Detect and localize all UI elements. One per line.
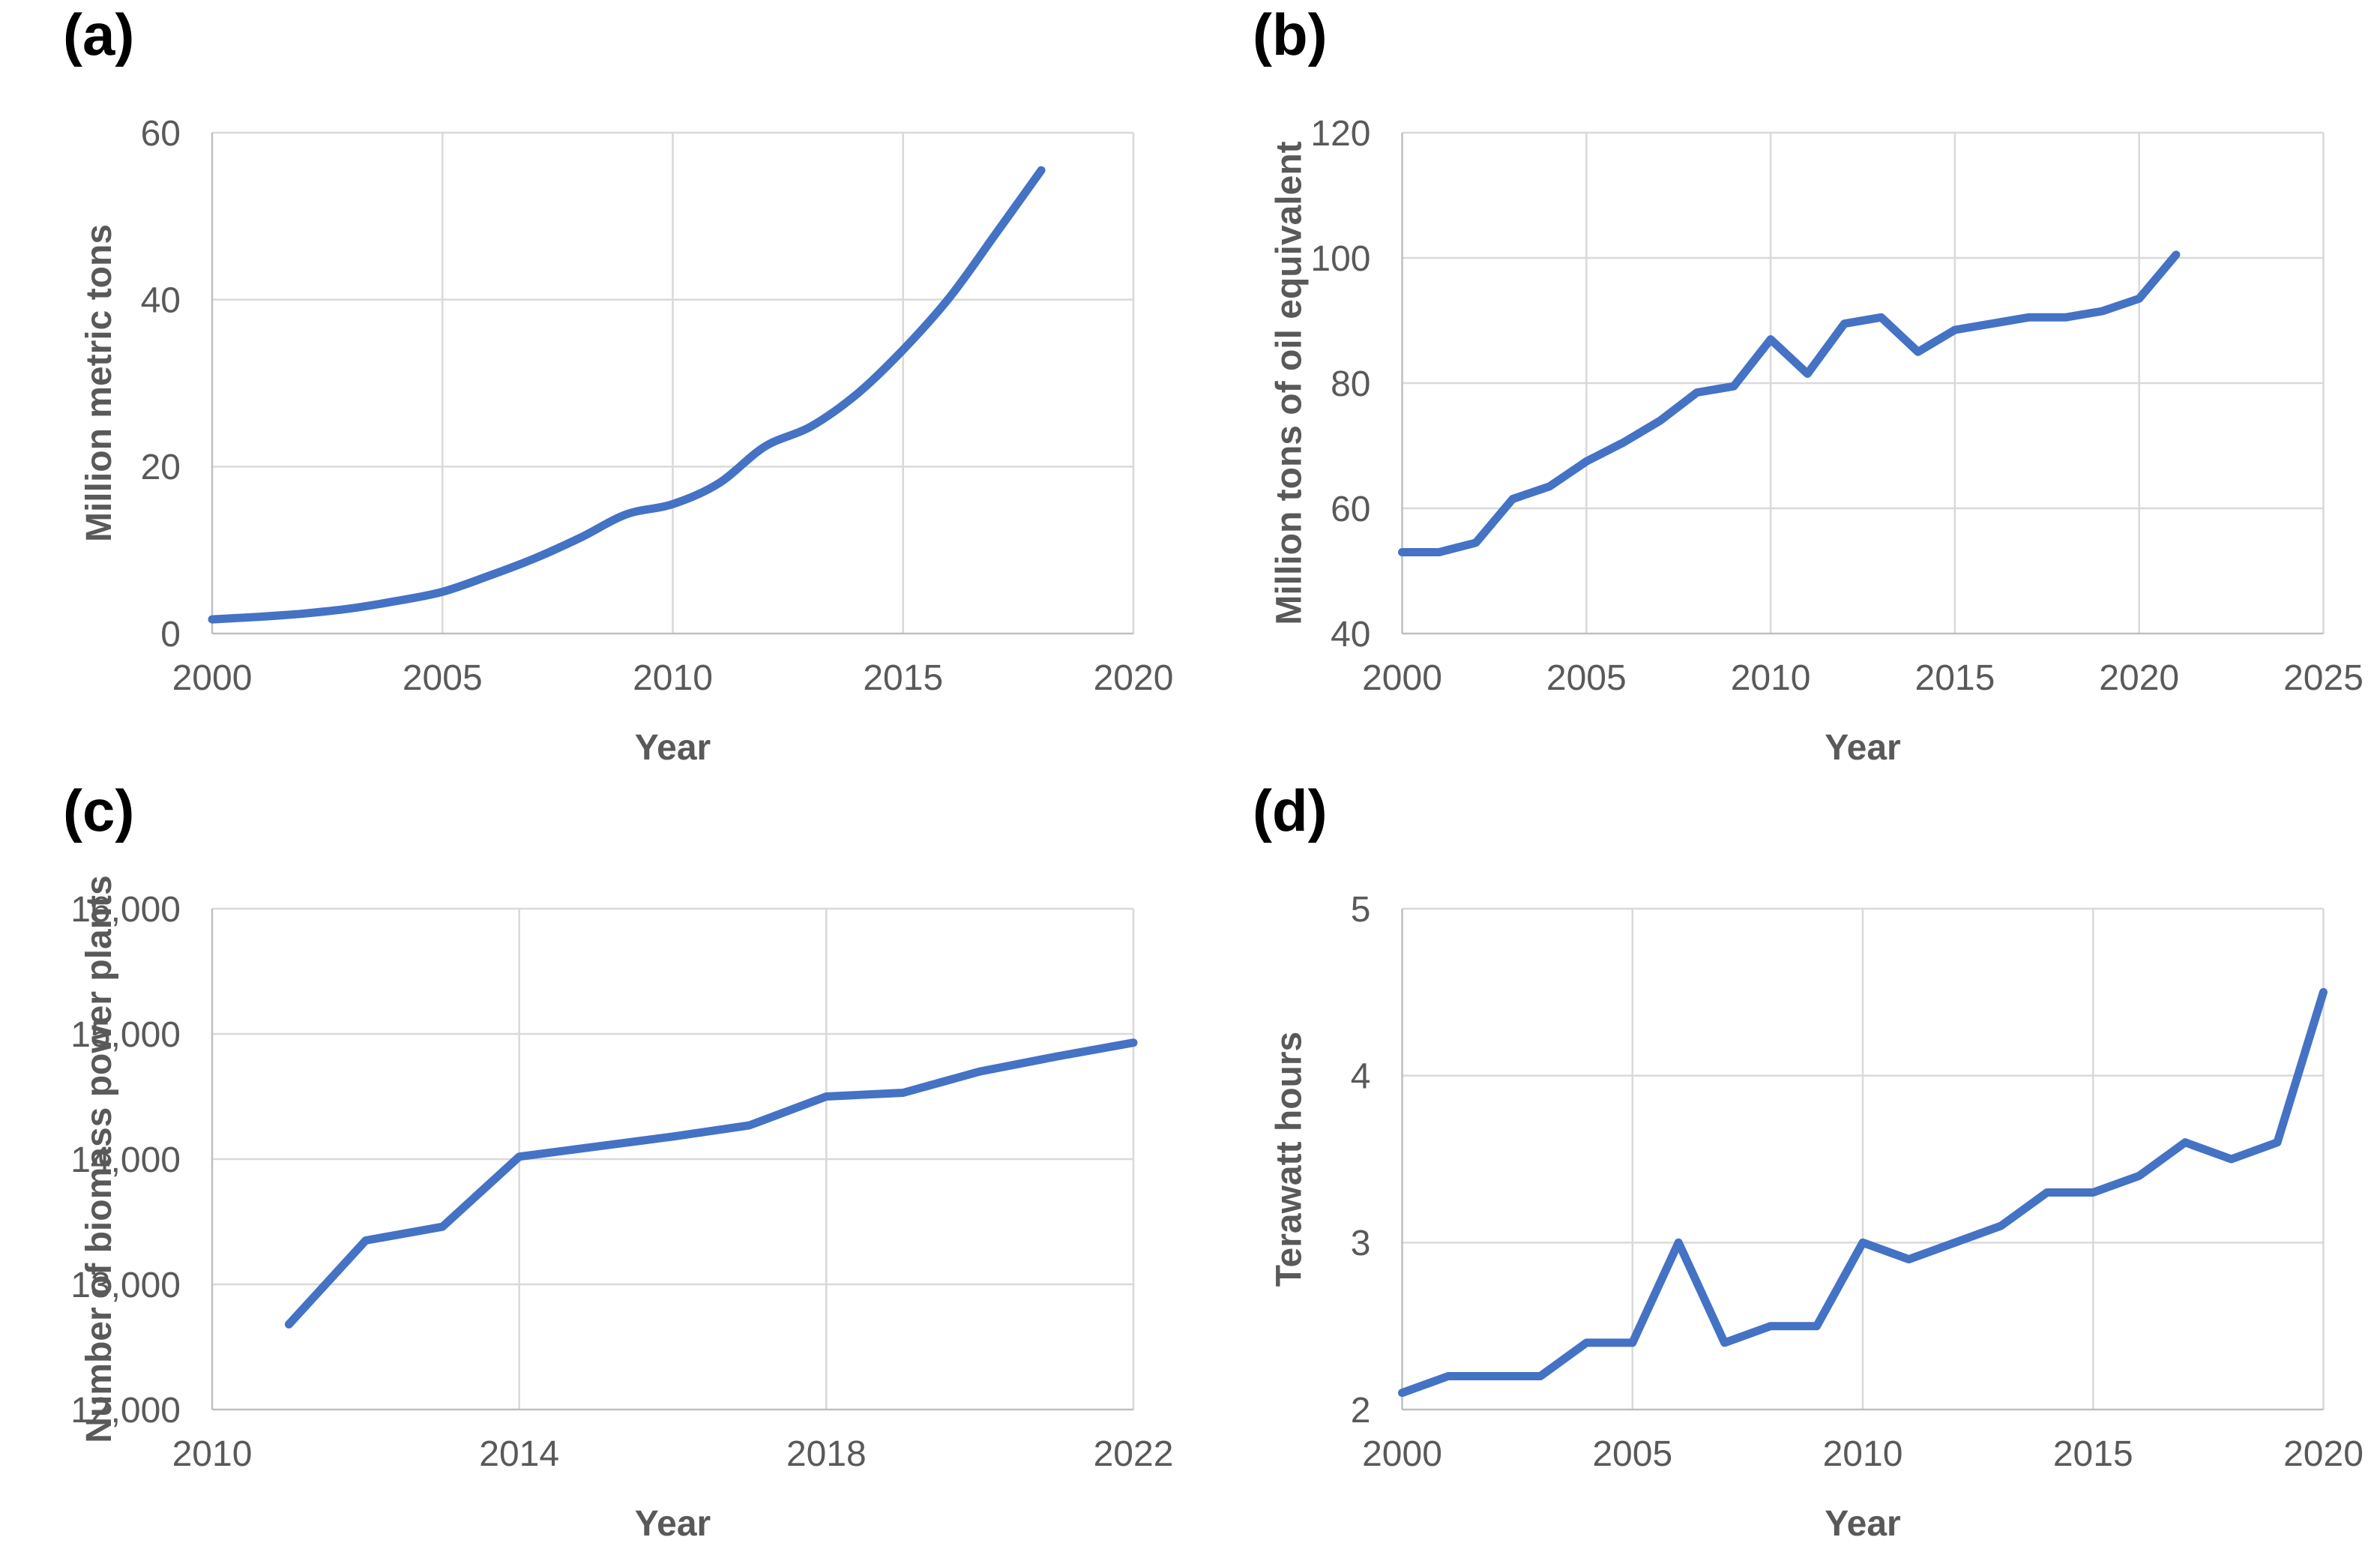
line-chart-c: 12,000 13,000 14,000 15,000 16,000 2010 2014 20… (70, 875, 1174, 1544)
x-axis-title: Year (1825, 728, 1900, 768)
x-tick-label: 2005 (403, 658, 483, 698)
y-tick-label: 120 (1310, 114, 1370, 154)
y-tick-label: 3 (1351, 1224, 1371, 1263)
y-tick-label: 40 (141, 280, 181, 320)
x-tick-label: 2010 (1731, 658, 1811, 698)
y-axis-title: Terawatt hours (1270, 1032, 1310, 1287)
x-tick-label: 2010 (1823, 1434, 1903, 1474)
chart-panel-a: (a) 0 20 40 60 2000 2005 2010 2015 2020 Year Milli… (0, 0, 1190, 776)
y-tick-label: 0 (160, 615, 181, 655)
y-tick-label: 15,000 (70, 1015, 181, 1055)
x-tick-label: 2020 (1094, 658, 1174, 698)
x-tick-label: 2025 (2283, 658, 2364, 698)
y-tick-label: 80 (1331, 364, 1370, 404)
x-axis-title: Year (635, 728, 711, 768)
panel-label-c: (c) (63, 777, 135, 843)
x-tick-label: 2000 (172, 658, 253, 698)
panel-label-a: (a) (63, 1, 135, 67)
data-line-series (208, 166, 1046, 624)
x-axis-title: Year (1825, 1504, 1900, 1544)
x-tick-label: 2015 (863, 658, 943, 698)
panel-label-d: (d) (1253, 777, 1328, 843)
x-tick-label: 2020 (2283, 1434, 2364, 1474)
y-axis-title: Million metric tons (79, 224, 119, 542)
x-tick-label: 2000 (1362, 658, 1442, 698)
x-tick-label: 2020 (2099, 658, 2179, 698)
line-chart-a: 0 20 40 60 2000 2005 2010 2015 2020 Year Million m… (79, 114, 1174, 768)
y-tick-label: 20 (141, 448, 181, 487)
x-tick-label: 2010 (633, 658, 713, 698)
chart-panel-d: (d) 2 3 4 5 2000 2005 2010 2015 2020 Year Terawatt… (1190, 776, 2380, 1552)
panel-label-b: (b) (1253, 1, 1328, 67)
y-tick-label: 4 (1351, 1056, 1371, 1096)
x-tick-label: 2005 (1592, 1434, 1672, 1474)
y-tick-label: 12,000 (70, 1391, 181, 1431)
y-tick-label: 60 (141, 114, 181, 154)
data-line-series (284, 1038, 1138, 1329)
line-chart-d: 2 3 4 5 2000 2005 2010 2015 2020 Year Terawatt hou… (1270, 890, 2364, 1544)
x-tick-label: 2022 (1094, 1434, 1174, 1474)
y-tick-label: 14,000 (70, 1140, 181, 1180)
chart-panel-c: (c) 12,000 13,000 14,000 15,000 16,000 2010 20… (0, 776, 1190, 1552)
chart-panel-b: (b) 40 60 80 100 120 2000 2005 2010 2015 2020 2025… (1190, 0, 2380, 776)
y-tick-label: 5 (1351, 890, 1371, 930)
x-tick-label: 2014 (479, 1434, 559, 1474)
y-tick-label: 2 (1351, 1391, 1371, 1431)
x-axis-title: Year (635, 1504, 711, 1544)
x-tick-label: 2015 (1915, 658, 1995, 698)
x-tick-label: 2018 (786, 1434, 867, 1474)
y-tick-label: 16,000 (70, 890, 181, 930)
x-tick-label: 2015 (2053, 1434, 2133, 1474)
data-line-series (1398, 987, 2328, 1398)
x-tick-label: 2005 (1546, 658, 1627, 698)
y-axis-title: Number of biomass power plants (79, 875, 119, 1443)
x-tick-label: 2000 (1362, 1434, 1442, 1474)
y-tick-label: 13,000 (70, 1266, 181, 1305)
y-tick-label: 40 (1331, 615, 1370, 655)
data-line-series (1398, 250, 2181, 556)
x-tick-label: 2010 (172, 1434, 253, 1474)
y-tick-label: 100 (1310, 239, 1370, 279)
y-axis-title: Million tons of oil equivalent (1270, 141, 1310, 625)
line-chart-b: 40 60 80 100 120 2000 2005 2010 2015 2020 2025 Year… (1270, 114, 2364, 768)
y-tick-label: 60 (1331, 490, 1370, 529)
